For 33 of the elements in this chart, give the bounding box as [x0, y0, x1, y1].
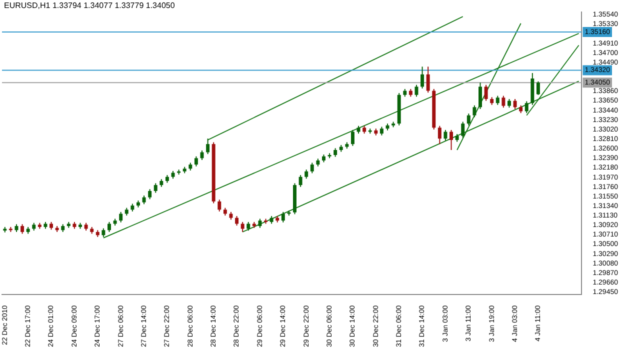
candlestick	[304, 169, 308, 180]
candlestick	[20, 224, 24, 234]
candlestick	[478, 82, 482, 110]
candlestick	[206, 138, 210, 155]
candlestick	[154, 182, 158, 194]
candlestick	[108, 221, 111, 232]
candlestick	[194, 156, 198, 167]
candlestick	[148, 188, 152, 200]
candlestick	[444, 129, 448, 141]
chart-title: EURUSD,H1 1.33794 1.34077 1.33779 1.34050	[4, 1, 176, 10]
candlestick	[426, 66, 430, 94]
candlestick	[461, 121, 465, 138]
candlestick	[310, 162, 314, 174]
candlestick	[350, 129, 354, 146]
candlestick	[466, 113, 470, 126]
candlestick	[218, 199, 222, 212]
candlestick	[472, 104, 476, 118]
candlestick	[536, 80, 540, 96]
candlestick	[484, 84, 488, 102]
candlestick	[420, 66, 424, 90]
candlestick	[240, 221, 244, 232]
candlestick	[119, 211, 123, 223]
candlestick	[298, 174, 302, 188]
candlestick	[438, 125, 442, 145]
candlestick	[414, 84, 418, 98]
candlestick	[502, 95, 506, 108]
candlestick	[235, 216, 239, 226]
candlestick	[524, 100, 528, 114]
candlestick	[450, 129, 454, 150]
candlestick	[513, 98, 517, 110]
candlestick	[258, 218, 262, 228]
candlestick	[281, 211, 285, 223]
candlestick	[496, 95, 500, 106]
